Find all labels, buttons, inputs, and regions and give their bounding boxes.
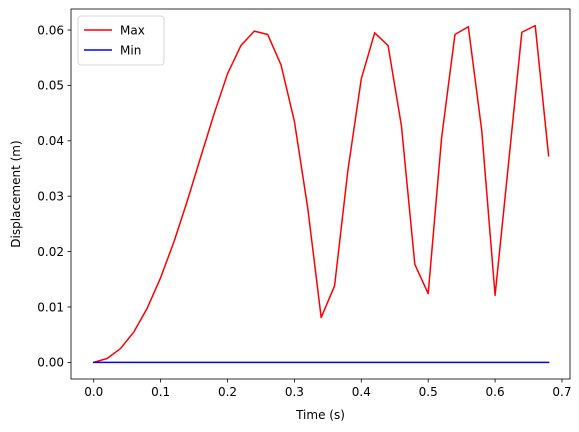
legend-label-min: Min bbox=[120, 43, 141, 57]
x-axis-ticks: 0.0 0.1 0.2 0.3 0.4 0.5 0.6 0.7 bbox=[84, 379, 572, 399]
legend: Max Min bbox=[77, 15, 165, 66]
x-tick-label: 0.6 bbox=[486, 385, 505, 399]
x-tick-label: 0.3 bbox=[285, 385, 304, 399]
y-axis-ticks: 0.00 0.01 0.02 0.03 0.04 0.05 0.06 bbox=[37, 23, 71, 370]
legend-box bbox=[77, 15, 165, 66]
axes-frame bbox=[70, 8, 571, 380]
series-layer bbox=[92, 24, 550, 364]
x-tick-label: 0.7 bbox=[552, 385, 571, 399]
y-tick-label: 0.05 bbox=[37, 79, 64, 93]
y-axis-title: Displacement (m) bbox=[9, 140, 23, 247]
series-line-max bbox=[92, 24, 550, 364]
x-tick-label: 0.0 bbox=[84, 385, 103, 399]
y-tick-label: 0.03 bbox=[37, 190, 64, 204]
y-tick-label: 0.04 bbox=[37, 134, 64, 148]
x-tick-label: 0.5 bbox=[419, 385, 438, 399]
x-tick-label: 0.1 bbox=[151, 385, 170, 399]
y-tick-label: 0.01 bbox=[37, 300, 64, 314]
legend-label-max: Max bbox=[120, 23, 145, 37]
y-tick-label: 0.00 bbox=[37, 356, 64, 370]
x-tick-label: 0.4 bbox=[352, 385, 371, 399]
y-tick-label: 0.02 bbox=[37, 245, 64, 259]
y-tick-label: 0.06 bbox=[37, 23, 64, 37]
x-axis-title: Time (s) bbox=[295, 408, 345, 422]
x-tick-label: 0.2 bbox=[218, 385, 237, 399]
